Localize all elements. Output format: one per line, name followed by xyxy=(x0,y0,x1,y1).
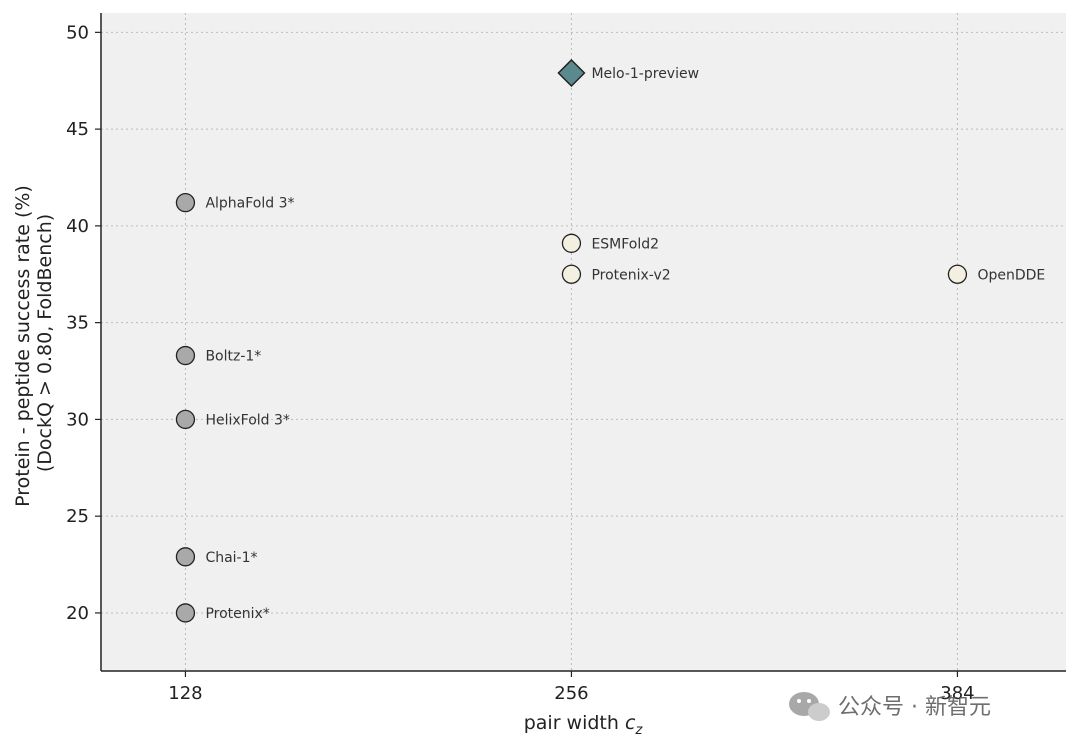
watermark: 公众号 · 新智元 xyxy=(789,692,991,721)
data-point-label: Boltz-1* xyxy=(205,349,261,365)
data-point xyxy=(175,193,196,213)
y-tick-label: 25 xyxy=(66,506,89,527)
data-point xyxy=(175,603,196,623)
data-point-label: Protenix* xyxy=(205,606,269,622)
y-tick-label: 45 xyxy=(66,119,89,140)
wechat-icon xyxy=(789,692,830,721)
x-tick-label: 384 xyxy=(940,683,974,704)
data-point-label: ESMFold2 xyxy=(591,236,659,252)
watermark-text: 公众号 · 新智元 xyxy=(838,695,991,720)
data-point-diamond xyxy=(557,58,586,88)
data-point xyxy=(175,409,196,430)
data-point-label: HelixFold 3* xyxy=(205,412,289,428)
data-point-label: AlphaFold 3* xyxy=(205,196,294,212)
data-point xyxy=(947,264,968,284)
y-tick-label: 50 xyxy=(66,22,89,43)
data-point-label: Melo-1-preview xyxy=(591,66,699,82)
y-axis-title: Protein - peptide success rate (%) (Dock… xyxy=(12,179,56,507)
y-tick-label: 20 xyxy=(66,603,89,624)
y-tick-label: 30 xyxy=(66,409,89,430)
data-point xyxy=(561,264,582,284)
x-tick-label: 256 xyxy=(554,683,588,704)
data-point xyxy=(561,233,582,253)
y-tick-label: 40 xyxy=(66,216,89,237)
data-point-label: Protenix-v2 xyxy=(591,267,670,283)
axis-ticks: 20 25 30 35 40 45 50 128 256 384 xyxy=(66,22,975,704)
data-point xyxy=(175,547,196,567)
data-point xyxy=(175,345,196,366)
x-tick-label: 128 xyxy=(168,683,202,704)
data-points: Melo-1-preview AlphaFold 3* ESMFold2 Proten… xyxy=(175,58,1045,623)
data-point-label: OpenDDE xyxy=(977,267,1045,283)
data-point-label: Chai-1* xyxy=(205,550,257,566)
grid-lines xyxy=(101,13,1066,671)
y-tick-label: 35 xyxy=(66,313,89,334)
x-axis-title: pair width cz xyxy=(524,712,644,738)
plot-area xyxy=(101,13,1066,671)
